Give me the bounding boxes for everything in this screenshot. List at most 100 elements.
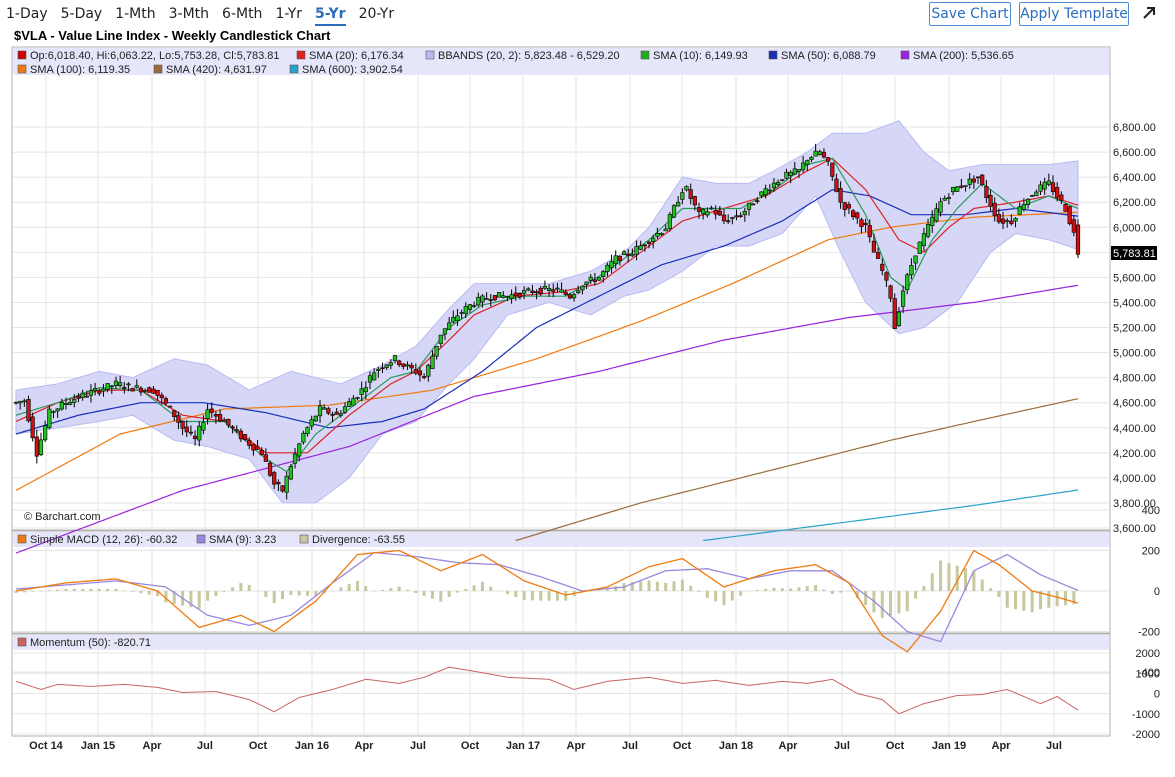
expand-arrow-icon[interactable] — [1140, 4, 1158, 22]
candle-body — [13, 401, 19, 404]
candle-body — [501, 295, 506, 298]
candle-body — [97, 390, 102, 394]
candle-body — [367, 375, 373, 383]
macd-divergence-bar — [689, 585, 693, 591]
sma-50-line — [15, 189, 1079, 435]
candle-body — [1063, 204, 1068, 212]
apply-template-button[interactable]: Apply Template — [1019, 2, 1129, 26]
macd-divergence-bar — [864, 591, 868, 606]
macd-divergence-bar — [331, 590, 335, 592]
period-tab-1-yr[interactable]: 1-Yr — [275, 6, 303, 22]
candle-body — [184, 426, 189, 433]
candle-body — [1000, 218, 1006, 224]
macd-tick-label: -200 — [1138, 627, 1160, 639]
candle-body — [472, 305, 477, 307]
macd-divergence-bar — [1072, 591, 1076, 605]
macd-divergence-bar — [430, 591, 434, 599]
candle-body — [18, 401, 23, 404]
macd-divergence-bar — [730, 591, 734, 601]
candle-body — [209, 408, 214, 413]
candle-body — [767, 189, 772, 192]
momentum-tick-label: 0 — [1154, 689, 1160, 701]
macd-divergence-bar — [297, 591, 301, 596]
price-legend-label: SMA (50): 6,088.79 — [781, 50, 876, 62]
period-tab-1-mth[interactable]: 1-Mth — [115, 6, 156, 22]
macd-divergence-bar — [1047, 591, 1051, 608]
macd-tick-label: 200 — [1142, 546, 1160, 558]
period-tab-1-day[interactable]: 1-Day — [6, 6, 48, 22]
candle-body — [397, 360, 402, 365]
macd-divergence-bar — [630, 582, 634, 591]
x-tick-label: Apr — [779, 740, 799, 752]
candle-body — [813, 150, 818, 157]
sma-420-line — [515, 398, 1079, 542]
candle-body — [143, 389, 148, 392]
period-tab-5-day[interactable]: 5-Day — [60, 6, 103, 22]
macd-divergence-bar — [505, 591, 509, 595]
candle-body — [692, 196, 697, 206]
candle-body — [130, 388, 135, 392]
candle-body — [946, 197, 951, 199]
candle-body — [288, 466, 293, 480]
candle-body — [659, 232, 664, 235]
candle-body — [867, 225, 872, 238]
candle-body — [975, 176, 981, 179]
save-chart-button[interactable]: Save Chart — [929, 2, 1011, 26]
candle-body — [80, 392, 85, 398]
candle-body — [476, 296, 481, 306]
macd-divergence-bar — [555, 591, 559, 601]
candle-body — [68, 401, 73, 405]
macd-divergence-bar — [714, 591, 718, 602]
macd-divergence-bar — [539, 591, 543, 601]
candle-body — [405, 364, 410, 367]
candle-body — [376, 368, 381, 372]
period-tab-20-yr[interactable]: 20-Yr — [358, 6, 395, 22]
macd-divergence-bar — [64, 588, 68, 591]
macd-legend-swatch — [17, 534, 27, 544]
candle-body — [771, 182, 777, 189]
candle-body — [526, 288, 531, 291]
candle-body — [409, 364, 414, 369]
macd-legend-label: Simple MACD (12, 26): -60.32 — [30, 534, 177, 546]
candle-body — [801, 162, 806, 171]
candle-body — [1005, 220, 1010, 222]
candle-body — [809, 157, 814, 161]
macd-divergence-bar — [455, 591, 459, 593]
macd-divergence-bar — [372, 591, 376, 592]
sma-600-line — [703, 489, 1079, 542]
candle-body — [971, 178, 976, 183]
candle-body — [713, 209, 718, 215]
candle-body — [1017, 206, 1022, 215]
price-tick-label: 5,200.00 — [1113, 323, 1156, 335]
x-tick-label: Apr — [567, 740, 587, 752]
candle-body — [338, 413, 343, 416]
price-tick-label: 5,400.00 — [1113, 297, 1156, 309]
macd-legend-swatch — [299, 534, 309, 544]
macd-divergence-bar — [922, 585, 926, 591]
macd-divergence-bar — [47, 590, 51, 591]
candle-body — [655, 233, 660, 237]
candle-body — [322, 407, 327, 410]
period-tab-3-mth[interactable]: 3-Mth — [168, 6, 210, 22]
candle-body — [226, 418, 231, 426]
period-tab-6-mth[interactable]: 6-Mth — [222, 6, 263, 22]
macd-divergence-bar — [22, 591, 26, 593]
candle-body — [646, 241, 652, 244]
candle-body — [167, 405, 173, 408]
candle-body — [317, 405, 323, 417]
candle-body — [596, 277, 602, 281]
candle-body — [109, 385, 114, 388]
candle-body — [426, 364, 431, 377]
macd-divergence-bar — [647, 580, 651, 591]
chart-canvas: Oct 14 Jan 15 Apr Jul Oct Jan 16 Apr Jul Oct Jan … — [11, 46, 1160, 752]
period-tab-5-yr[interactable]: 5-Yr — [315, 4, 346, 26]
candle-body — [967, 178, 972, 185]
macd-divergence-bar — [680, 579, 684, 591]
candle-body — [1075, 224, 1081, 255]
momentum-tick-label: 1000 — [1136, 668, 1160, 680]
macd-legend-band — [13, 532, 1109, 547]
price-tick-label: 4,400.00 — [1113, 423, 1156, 435]
price-legend-swatch — [17, 64, 27, 74]
candle-body — [671, 205, 677, 218]
macd-divergence-bar — [855, 591, 859, 599]
